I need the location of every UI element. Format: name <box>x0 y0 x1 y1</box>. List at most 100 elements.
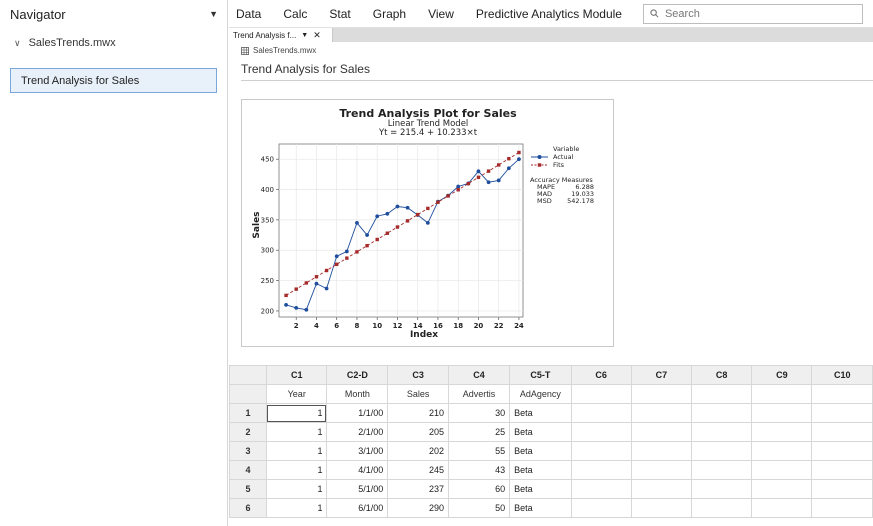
column-header-c7[interactable]: C7 <box>630 365 693 385</box>
search-input[interactable]: Search <box>642 3 863 24</box>
table-cell[interactable]: 4/1/00 <box>326 460 389 480</box>
column-name-c7[interactable] <box>630 384 693 404</box>
caret-down-icon[interactable]: ▼ <box>209 9 218 19</box>
tab-trend-analysis[interactable]: Trend Analysis f... ▼ ✕ <box>229 28 333 42</box>
column-header-c6[interactable]: C6 <box>570 365 632 385</box>
column-name-c6[interactable] <box>570 384 632 404</box>
table-cell[interactable] <box>630 441 693 461</box>
menu-predictive-analytics[interactable]: Predictive Analytics Module <box>475 6 622 21</box>
table-cell[interactable] <box>691 422 753 442</box>
table-cell[interactable] <box>630 422 693 442</box>
table-cell[interactable] <box>811 460 873 480</box>
column-name-c1[interactable]: Year <box>265 384 328 404</box>
table-cell[interactable] <box>570 498 632 518</box>
menu-view[interactable]: View <box>428 6 454 21</box>
table-cell[interactable]: 205 <box>387 422 449 442</box>
row-number[interactable]: 3 <box>229 441 267 461</box>
menu-stat[interactable]: Stat <box>329 6 351 21</box>
table-cell[interactable]: 1 <box>265 498 328 518</box>
table-cell[interactable] <box>751 479 813 499</box>
column-header-c5-t[interactable]: C5-T <box>509 365 572 385</box>
table-cell[interactable]: 1/1/00 <box>326 403 389 423</box>
table-cell[interactable] <box>691 479 753 499</box>
table-cell[interactable]: 60 <box>447 479 511 499</box>
column-header-c9[interactable]: C9 <box>751 365 813 385</box>
column-header-c1[interactable]: C1 <box>265 365 328 385</box>
table-cell[interactable] <box>630 498 693 518</box>
table-cell[interactable]: 290 <box>387 498 449 518</box>
column-name-c5-t[interactable]: AdAgency <box>509 384 572 404</box>
column-header-c10[interactable]: C10 <box>811 365 873 385</box>
row-number[interactable]: 6 <box>229 498 267 518</box>
table-cell[interactable] <box>570 422 632 442</box>
table-cell[interactable]: 55 <box>447 441 511 461</box>
table-cell[interactable]: Beta <box>509 441 572 461</box>
table-cell[interactable] <box>751 422 813 442</box>
row-number[interactable]: 1 <box>229 403 267 423</box>
column-name-c10[interactable] <box>811 384 873 404</box>
column-header-c3[interactable]: C3 <box>387 365 449 385</box>
table-cell[interactable] <box>691 441 753 461</box>
column-header-c2-d[interactable]: C2-D <box>326 365 389 385</box>
table-cell[interactable]: 1 <box>265 441 328 461</box>
table-cell[interactable] <box>811 403 873 423</box>
column-name-c9[interactable] <box>751 384 813 404</box>
table-cell[interactable]: Beta <box>509 479 572 499</box>
table-cell[interactable] <box>570 460 632 480</box>
table-cell[interactable] <box>570 479 632 499</box>
table-cell[interactable] <box>811 422 873 442</box>
table-cell[interactable]: 6/1/00 <box>326 498 389 518</box>
table-cell[interactable]: 1 <box>265 479 328 499</box>
table-cell[interactable] <box>570 403 632 423</box>
column-name-c8[interactable] <box>691 384 753 404</box>
column-name-c3[interactable]: Sales <box>387 384 449 404</box>
table-cell[interactable] <box>630 460 693 480</box>
column-name-c2-d[interactable]: Month <box>326 384 389 404</box>
column-name-c4[interactable]: Advertis <box>447 384 511 404</box>
table-cell[interactable]: 245 <box>387 460 449 480</box>
navigator-project[interactable]: ∨ SalesTrends.mwx <box>0 32 227 54</box>
table-cell[interactable]: 210 <box>387 403 449 423</box>
table-cell[interactable] <box>691 460 753 480</box>
column-header-c4[interactable]: C4 <box>447 365 511 385</box>
navigator-item-trend-analysis[interactable]: Trend Analysis for Sales <box>10 68 217 93</box>
trend-analysis-graph[interactable]: Trend Analysis Plot for Sales Linear Tre… <box>241 99 614 347</box>
table-cell[interactable]: 5/1/00 <box>326 479 389 499</box>
table-cell[interactable]: 30 <box>447 403 511 423</box>
table-cell[interactable] <box>811 498 873 518</box>
menu-data[interactable]: Data <box>236 6 262 21</box>
table-cell[interactable] <box>691 498 753 518</box>
table-cell[interactable] <box>630 403 693 423</box>
table-cell[interactable] <box>570 441 632 461</box>
table-cell[interactable] <box>751 498 813 518</box>
row-number[interactable]: 5 <box>229 479 267 499</box>
row-number[interactable]: 4 <box>229 460 267 480</box>
menu-calc[interactable]: Calc <box>283 6 308 21</box>
menu-graph[interactable]: Graph <box>372 6 407 21</box>
table-cell[interactable] <box>811 479 873 499</box>
table-cell[interactable]: Beta <box>509 422 572 442</box>
table-cell[interactable]: 2/1/00 <box>326 422 389 442</box>
table-cell[interactable]: 50 <box>447 498 511 518</box>
close-icon[interactable]: ✕ <box>313 29 321 40</box>
column-header-c8[interactable]: C8 <box>691 365 753 385</box>
table-cell[interactable] <box>751 441 813 461</box>
table-cell[interactable] <box>751 403 813 423</box>
table-cell[interactable] <box>811 441 873 461</box>
table-cell[interactable]: 202 <box>387 441 449 461</box>
caret-down-icon[interactable]: ▼ <box>301 31 309 39</box>
table-cell[interactable]: 237 <box>387 479 449 499</box>
table-cell[interactable] <box>751 460 813 480</box>
table-cell[interactable]: 25 <box>447 422 511 442</box>
table-cell[interactable]: 1 <box>265 403 328 423</box>
table-cell[interactable]: Beta <box>509 403 572 423</box>
chevron-down-icon[interactable]: ∨ <box>14 37 21 48</box>
row-number[interactable]: 2 <box>229 422 267 442</box>
table-cell[interactable] <box>691 403 753 423</box>
table-cell[interactable]: 3/1/00 <box>326 441 389 461</box>
table-cell[interactable]: 1 <box>265 422 328 442</box>
navigator-header[interactable]: Navigator ▼ <box>0 0 227 28</box>
table-cell[interactable]: 1 <box>265 460 328 480</box>
table-cell[interactable]: Beta <box>509 498 572 518</box>
table-cell[interactable]: Beta <box>509 460 572 480</box>
